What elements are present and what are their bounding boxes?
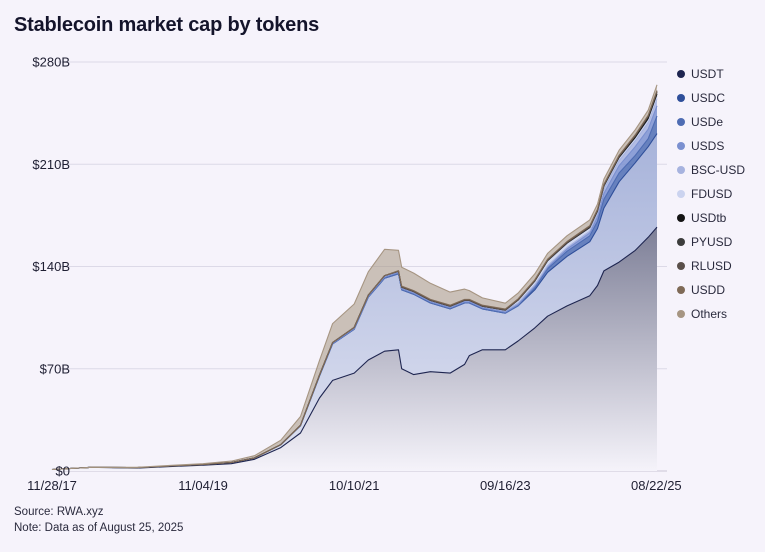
- source-note: Source: RWA.xyz: [14, 506, 104, 518]
- legend: USDT USDC USDe USDS BSC-USD FDUSD USDtb PYUSD RL…: [677, 62, 745, 326]
- area-layers: [52, 84, 657, 471]
- legend-swatch: [677, 262, 685, 270]
- series-lines: [51, 84, 658, 471]
- x-tick-label: 09/16/23: [480, 478, 531, 493]
- legend-swatch: [677, 190, 685, 198]
- legend-item-fdusd: FDUSD: [677, 182, 745, 206]
- legend-label: BSC-USD: [691, 163, 746, 177]
- legend-label: USDC: [691, 91, 726, 105]
- line-others: [51, 84, 658, 471]
- legend-label: FDUSD: [691, 187, 733, 201]
- legend-item-others: Others: [677, 302, 745, 326]
- legend-item-usde: USDe: [677, 110, 745, 134]
- legend-label: USDe: [691, 115, 724, 129]
- legend-label: USDT: [691, 67, 724, 81]
- legend-item-usdc: USDC: [677, 86, 745, 110]
- legend-swatch: [677, 142, 685, 150]
- legend-item-bsc-usd: BSC-USD: [677, 158, 745, 182]
- legend-label: PYUSD: [691, 235, 733, 249]
- legend-item-usdtb: USDtb: [677, 206, 745, 230]
- y-tick-label: $0: [56, 464, 70, 479]
- legend-item-usdd: USDD: [677, 278, 745, 302]
- legend-swatch: [677, 310, 685, 318]
- legend-swatch: [677, 94, 685, 102]
- legend-label: RLUSD: [691, 259, 732, 273]
- line-usdt: [51, 226, 658, 471]
- x-tick-label: 11/04/19: [178, 478, 228, 493]
- line-usdd: [51, 90, 658, 471]
- legend-label: USDtb: [691, 211, 727, 225]
- legend-swatch: [677, 214, 685, 222]
- legend-swatch: [677, 118, 685, 126]
- legend-swatch: [677, 166, 685, 174]
- legend-swatch: [677, 70, 685, 78]
- legend-item-rlusd: RLUSD: [677, 254, 745, 278]
- legend-label: USDS: [691, 139, 725, 153]
- legend-swatch: [677, 238, 685, 246]
- area-usdt: [52, 227, 657, 471]
- y-tick-label: $70B: [40, 361, 70, 376]
- legend-item-pyusd: PYUSD: [677, 230, 745, 254]
- area-usdc: [52, 133, 657, 470]
- chart-title: Stablecoin market cap by tokens: [14, 14, 320, 36]
- legend-label: Others: [691, 307, 728, 321]
- legend-label: USDD: [691, 283, 726, 297]
- x-axis: 11/28/17 11/04/19 10/10/21 09/16/23 08/22/25: [27, 478, 681, 493]
- legend-item-usdt: USDT: [677, 62, 745, 86]
- x-tick-label: 11/28/17: [27, 478, 77, 493]
- y-tick-label: $140B: [32, 259, 70, 274]
- x-tick-label: 08/22/25: [631, 478, 682, 493]
- data-date-note: Note: Data as of August 25, 2025: [14, 522, 184, 534]
- x-tick-label: 10/10/21: [329, 478, 380, 493]
- legend-item-usds: USDS: [677, 134, 745, 158]
- y-tick-label: $210B: [32, 157, 70, 172]
- y-axis: $0 $70B $140B $210B $280B: [32, 55, 70, 479]
- legend-swatch: [677, 286, 685, 294]
- y-tick-label: $280B: [32, 55, 70, 70]
